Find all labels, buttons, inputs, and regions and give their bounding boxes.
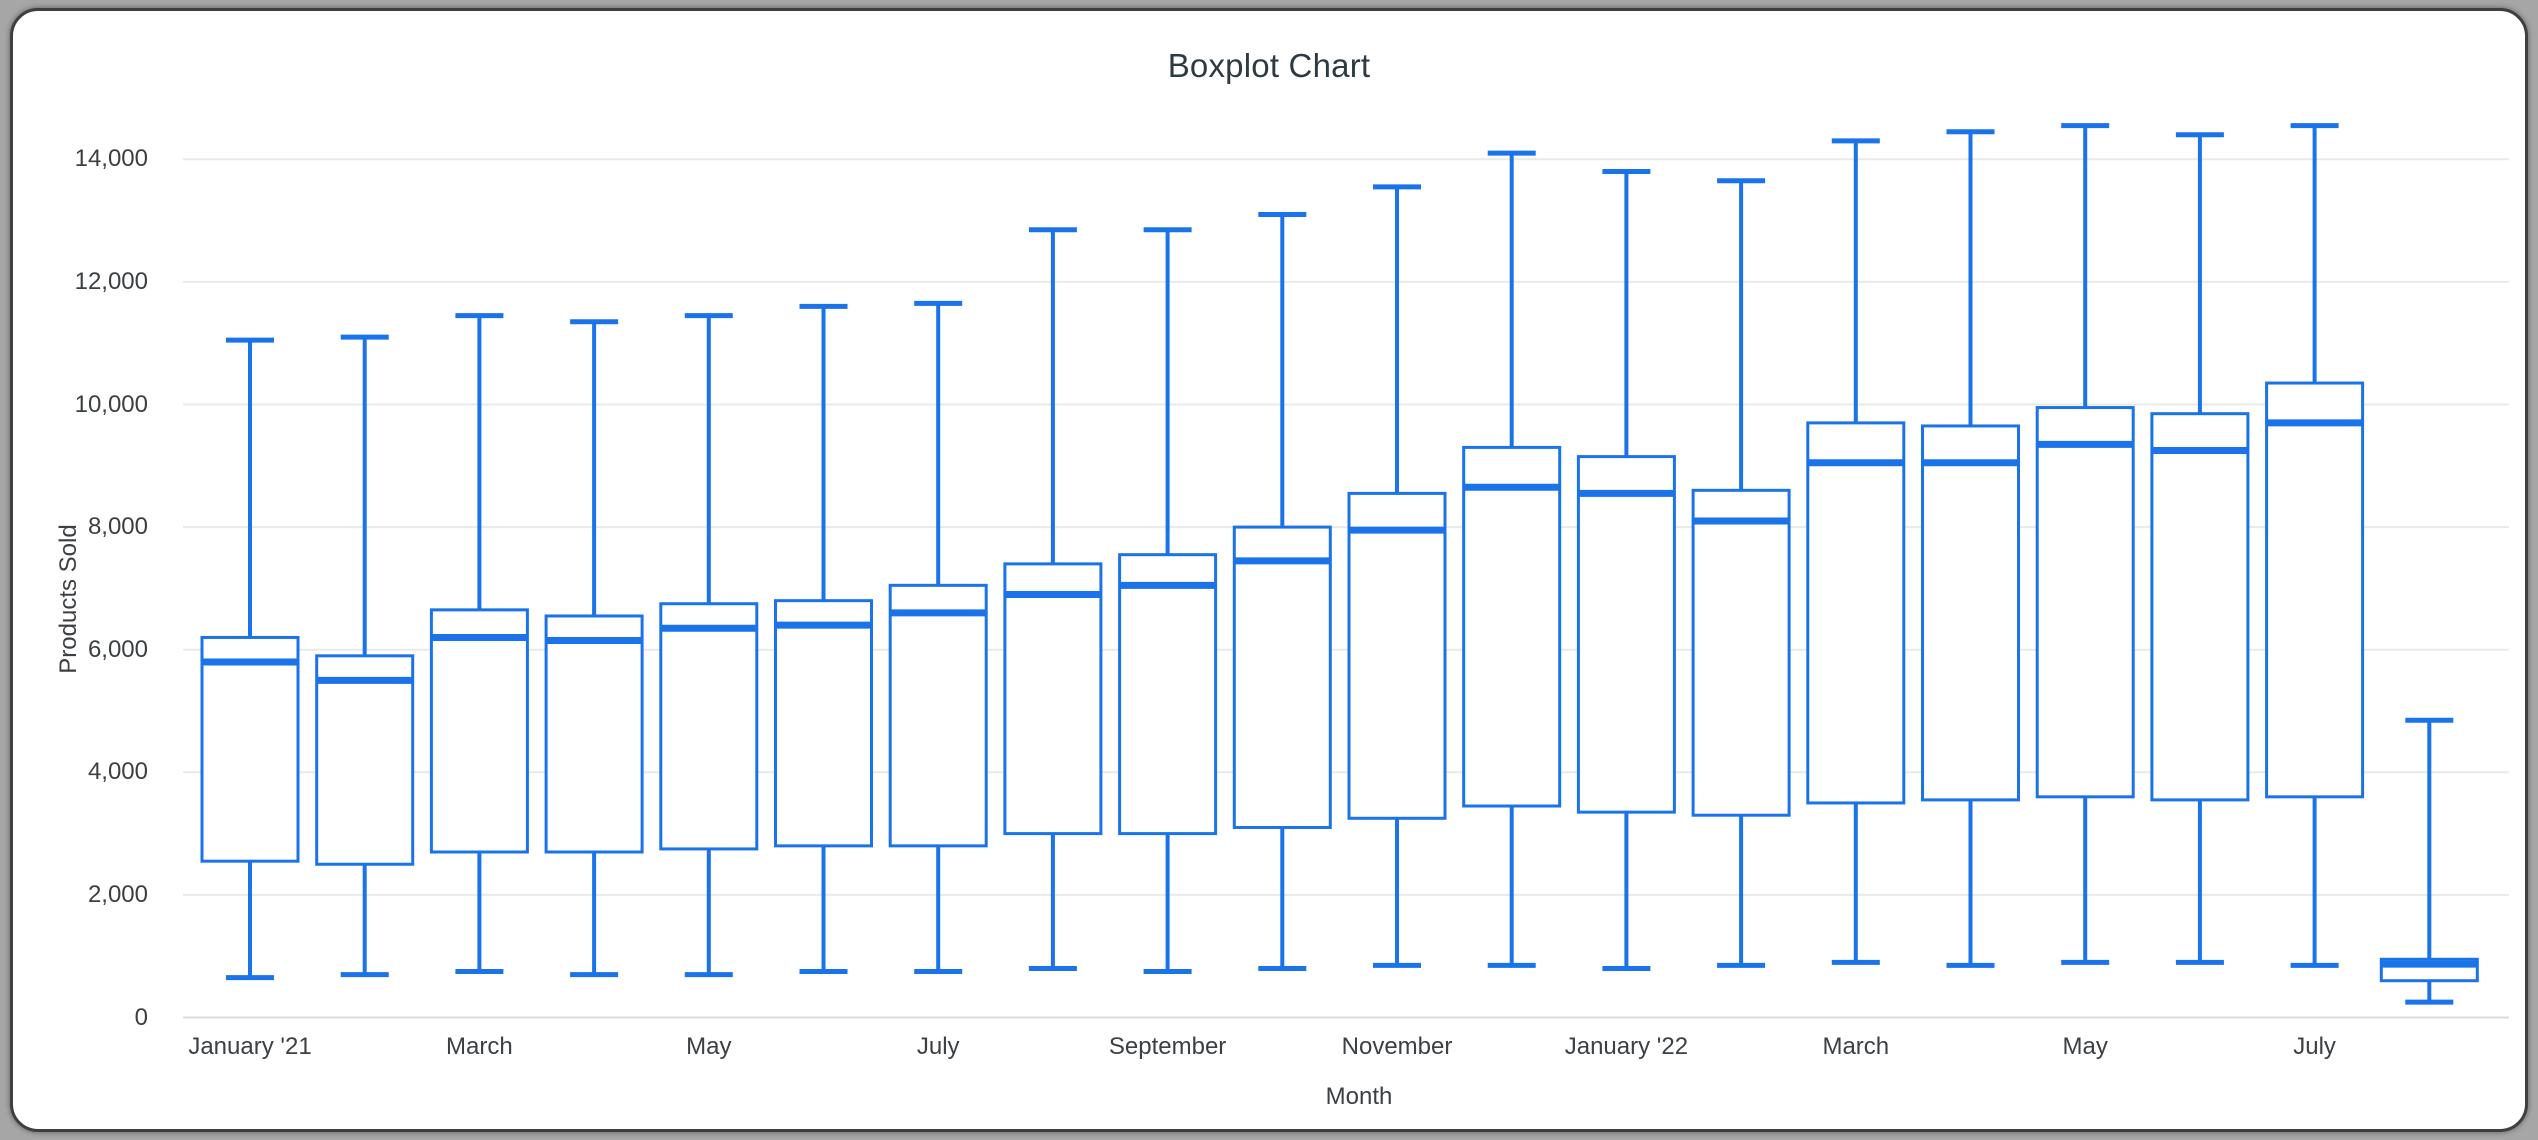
- x-tick-label-july: July: [2293, 1033, 2336, 1060]
- iqr-box: [2150, 412, 2250, 802]
- boxplot-august-21[interactable]: [1003, 227, 1103, 971]
- iqr-box: [659, 602, 759, 851]
- boxplot-january-22[interactable]: [1576, 169, 1676, 971]
- y-tick-label-4000: 4,000: [87, 758, 148, 786]
- iqr-box: [1576, 455, 1676, 814]
- iqr-box: [1118, 553, 1218, 836]
- iqr-box: [1462, 445, 1562, 808]
- y-tick-label-2000: 2,000: [87, 880, 148, 908]
- iqr-box: [1347, 491, 1447, 820]
- boxplot-may-21[interactable]: [659, 313, 759, 978]
- boxplot-may-22[interactable]: [2035, 123, 2135, 965]
- y-tick-label-10000: 10,000: [74, 390, 148, 418]
- iqr-box: [315, 654, 415, 866]
- boxplot-july-21[interactable]: [888, 300, 988, 975]
- y-tick-label-12000: 12,000: [74, 267, 148, 295]
- boxplot-april-22[interactable]: [1921, 129, 2020, 968]
- iqr-box: [429, 608, 529, 854]
- boxplot-august-22[interactable]: [2379, 717, 2479, 1005]
- boxplot-december-21[interactable]: [1462, 150, 1562, 968]
- y-tick-label-0: 0: [134, 1003, 148, 1031]
- boxplot-april-21[interactable]: [544, 319, 644, 978]
- boxplot-january-21[interactable]: [200, 337, 300, 981]
- x-tick-label-july: July: [916, 1033, 960, 1060]
- x-tick-label-january-21: January '21: [188, 1033, 312, 1060]
- chart-title: Boxplot Chart: [1167, 47, 1371, 84]
- iqr-box: [2035, 406, 2135, 799]
- boxplot-july-22[interactable]: [2265, 123, 2365, 968]
- boxplot-june-22[interactable]: [2150, 132, 2250, 965]
- x-tick-label-september: September: [1108, 1033, 1227, 1060]
- x-tick-label-march: March: [446, 1033, 513, 1060]
- x-tick-label-may: May: [686, 1033, 732, 1060]
- iqr-box: [888, 583, 988, 848]
- boxplot-june-21[interactable]: [774, 303, 873, 975]
- boxplot-february-22[interactable]: [1691, 178, 1791, 968]
- y-tick-label-14000: 14,000: [74, 145, 148, 173]
- boxplot-february-21[interactable]: [315, 334, 415, 978]
- iqr-box: [1232, 525, 1332, 829]
- y-tick-label-8000: 8,000: [87, 513, 148, 541]
- iqr-box: [1806, 421, 1906, 805]
- x-tick-label-may: May: [2062, 1033, 2108, 1060]
- iqr-box: [200, 635, 300, 863]
- iqr-box: [1691, 488, 1791, 817]
- x-tick-label-january-22: January '22: [1564, 1033, 1689, 1060]
- iqr-box: [1921, 424, 2020, 802]
- x-axis-title: Month: [1325, 1083, 1393, 1110]
- iqr-box: [544, 614, 644, 854]
- iqr-box: [2265, 381, 2365, 799]
- y-tick-label-6000: 6,000: [87, 635, 148, 663]
- boxplot-october-21[interactable]: [1232, 211, 1332, 971]
- x-tick-label-november: November: [1341, 1033, 1453, 1060]
- boxplot-november-21[interactable]: [1347, 184, 1447, 968]
- iqr-box: [774, 599, 873, 848]
- boxplot-september-21[interactable]: [1118, 227, 1218, 975]
- x-tick-label-march: March: [1822, 1033, 1890, 1060]
- boxplot-march-22[interactable]: [1806, 138, 1906, 965]
- boxplot-march-21[interactable]: [429, 313, 529, 975]
- iqr-box: [1003, 562, 1103, 836]
